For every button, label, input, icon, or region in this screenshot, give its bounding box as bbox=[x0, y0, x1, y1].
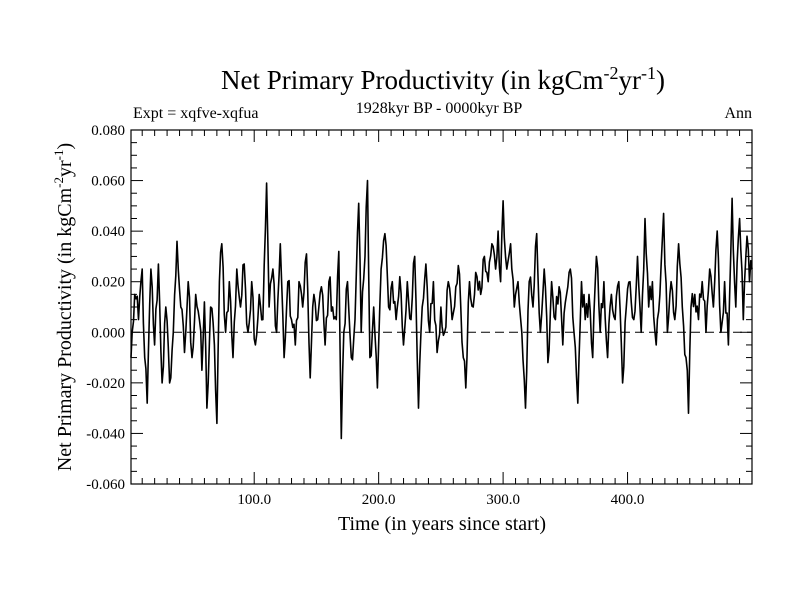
y-tick-label: -0.040 bbox=[86, 426, 125, 442]
y-tick-label: -0.060 bbox=[86, 477, 125, 493]
y-tick-label: 0.060 bbox=[91, 174, 125, 190]
subtitle: 1928kyr BP - 0000kyr BP bbox=[356, 100, 523, 117]
season-label: Ann bbox=[724, 105, 752, 122]
y-tick-label: 0.020 bbox=[91, 275, 125, 291]
y-tick-label: -0.020 bbox=[86, 376, 125, 392]
experiment-label: Expt = xqfve-xqfua bbox=[133, 105, 258, 122]
y-tick-label: 0.000 bbox=[91, 325, 125, 341]
y-axis: -0.060 -0.040 -0.020 0.000 0.020 0.040 0.060 0.… bbox=[86, 123, 752, 493]
x-axis-label: Time (in years since start) bbox=[338, 513, 546, 535]
x-tick-label: 300.0 bbox=[486, 492, 520, 508]
y-axis-label: Net Primary Productivity (in kgCm-2yr-1) bbox=[51, 143, 76, 471]
y-tick-label: 0.040 bbox=[91, 224, 125, 240]
x-tick-label: 200.0 bbox=[362, 492, 396, 508]
x-tick-label: 400.0 bbox=[611, 492, 645, 508]
chart-title: Net Primary Productivity (in kgCm-2yr-1) bbox=[221, 63, 665, 95]
x-tick-label: 100.0 bbox=[237, 492, 271, 508]
y-tick-label: 0.080 bbox=[91, 123, 125, 139]
x-axis: 100.0 200.0 300.0 400.0 bbox=[141, 130, 741, 508]
series-line-npp bbox=[130, 179, 753, 440]
